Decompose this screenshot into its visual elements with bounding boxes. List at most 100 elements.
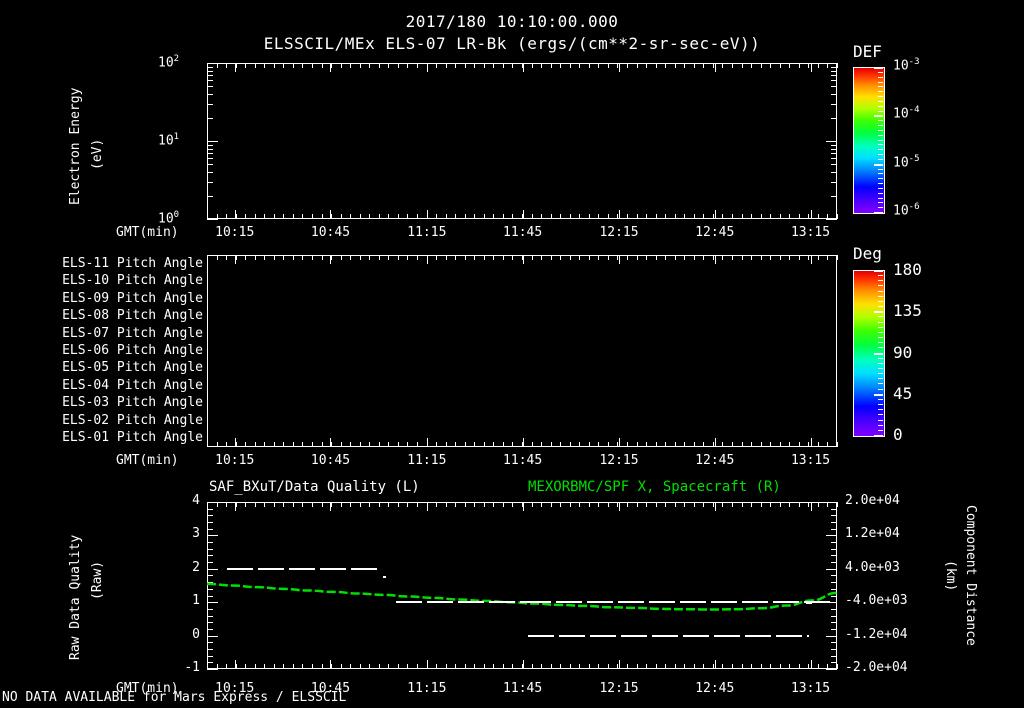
panel3-ytick-minor bbox=[207, 622, 213, 624]
panel3-ytick-minor bbox=[207, 542, 213, 544]
panel1-plot-area[interactable] bbox=[207, 63, 837, 219]
xtick-minor bbox=[779, 502, 781, 507]
panel1-ytick-base: 10 bbox=[158, 55, 174, 71]
colorbar-deg-tick-minor bbox=[878, 378, 883, 380]
xtick-minor bbox=[560, 442, 562, 447]
panel1-ytick-minor bbox=[831, 80, 837, 82]
xtick-minor bbox=[407, 502, 409, 507]
colorbar-def-tick-minor bbox=[878, 212, 883, 213]
xtick-minor bbox=[292, 502, 294, 507]
xtick-minor bbox=[627, 255, 628, 260]
xtick-minor bbox=[216, 255, 218, 260]
xtick-minor bbox=[254, 502, 256, 507]
xtick-minor bbox=[502, 255, 504, 260]
xtick-minor bbox=[636, 664, 638, 669]
xtick-label: 11:15 bbox=[407, 681, 447, 696]
xtick-major bbox=[426, 660, 428, 669]
xtick-minor bbox=[417, 442, 418, 447]
xtick-major bbox=[714, 438, 716, 447]
xtick-minor bbox=[388, 63, 390, 68]
panel3-right-ytick-minor bbox=[831, 635, 837, 637]
xtick-minor bbox=[359, 442, 361, 447]
xtick-minor bbox=[340, 664, 342, 669]
xtick-minor bbox=[445, 442, 447, 447]
xtick-minor bbox=[655, 664, 657, 669]
xtick-minor bbox=[502, 214, 504, 219]
colorbar-deg-tick bbox=[874, 435, 883, 437]
xtick-minor bbox=[512, 442, 514, 447]
xtick-minor bbox=[808, 442, 810, 447]
xtick-minor bbox=[245, 255, 247, 260]
xtick-minor bbox=[560, 255, 562, 260]
xtick-minor bbox=[693, 442, 695, 447]
xtick-minor bbox=[598, 63, 600, 68]
xtick-minor bbox=[369, 214, 371, 219]
xtick-major bbox=[810, 255, 812, 264]
panel3-ytick-minor bbox=[207, 535, 213, 537]
colorbar-deg-tick-minor bbox=[878, 414, 883, 416]
xtick-minor bbox=[216, 502, 218, 507]
panel3-ytick-minor bbox=[207, 648, 213, 650]
xtick-minor bbox=[245, 63, 247, 68]
xtick-major bbox=[234, 210, 236, 219]
xtick-minor bbox=[789, 255, 791, 260]
colorbar-deg-tick-minor bbox=[878, 275, 883, 277]
xtick-minor bbox=[388, 502, 390, 507]
xtick-minor bbox=[283, 664, 285, 669]
panel1-ytick-minor bbox=[207, 144, 213, 146]
xtick-minor bbox=[541, 63, 543, 68]
xtick-minor bbox=[226, 664, 228, 669]
xtick-minor bbox=[751, 214, 753, 219]
xtick-minor bbox=[207, 502, 208, 507]
xtick-minor bbox=[388, 442, 390, 447]
xtick-minor bbox=[646, 664, 648, 669]
xtick-minor bbox=[550, 442, 552, 447]
xtick-minor bbox=[617, 214, 619, 219]
xtick-minor bbox=[712, 502, 714, 507]
colorbar-deg-tick-minor bbox=[878, 357, 883, 359]
colorbar-def-tick-minor bbox=[878, 154, 883, 155]
xtick-minor bbox=[674, 63, 676, 68]
colorbar-def-tick-minor bbox=[878, 71, 883, 73]
panel3-ytick-minor bbox=[207, 568, 213, 570]
xtick-label: 12:45 bbox=[695, 453, 735, 468]
xtick-label: 13:15 bbox=[790, 681, 831, 696]
panel2-plot-area[interactable] bbox=[207, 255, 837, 447]
xtick-minor bbox=[216, 664, 218, 669]
xtick-minor bbox=[693, 664, 695, 669]
xtick-major bbox=[522, 660, 524, 669]
xtick-minor bbox=[407, 255, 409, 260]
panel3-right-ytick-label: 1.2e+04 bbox=[845, 526, 900, 542]
panel3-right-ytick-minor bbox=[831, 522, 837, 524]
xtick-major bbox=[619, 438, 621, 447]
panel3-ytick-minor bbox=[207, 528, 213, 530]
xtick-minor bbox=[264, 63, 266, 68]
xtick-minor bbox=[646, 255, 648, 260]
xtick-minor bbox=[684, 255, 686, 260]
xtick-minor bbox=[741, 502, 743, 507]
xtick-minor bbox=[226, 255, 228, 260]
colorbar-deg-tick-label: 180 bbox=[893, 260, 922, 279]
xtick-minor bbox=[531, 502, 533, 507]
panel1-ytick-minor bbox=[831, 86, 837, 88]
xtick-minor bbox=[321, 664, 323, 669]
xtick-minor bbox=[751, 255, 753, 260]
colorbar-def-tick-label: 10-6 bbox=[893, 202, 920, 218]
xtick-minor bbox=[483, 214, 485, 219]
panel3-header-right: MEXORBMC/SPF X, Spacecraft (R) bbox=[528, 479, 781, 495]
xtick-minor bbox=[722, 442, 724, 447]
xtick-minor bbox=[321, 214, 323, 219]
xtick-minor bbox=[837, 255, 838, 260]
xtick-minor bbox=[216, 442, 218, 447]
xtick-major bbox=[234, 63, 236, 72]
xtick-minor bbox=[550, 502, 552, 507]
panel1-ytick-minor bbox=[207, 158, 213, 160]
xtick-minor bbox=[312, 442, 313, 447]
panel1-ytick-minor bbox=[831, 172, 837, 174]
panel3-plot-area[interactable] bbox=[207, 502, 837, 669]
panel1-ytick-minor bbox=[207, 86, 213, 88]
colorbar-def-tick-minor bbox=[878, 139, 883, 141]
xtick-minor bbox=[732, 664, 733, 669]
xtick-minor bbox=[579, 664, 581, 669]
xtick-major bbox=[426, 210, 428, 219]
